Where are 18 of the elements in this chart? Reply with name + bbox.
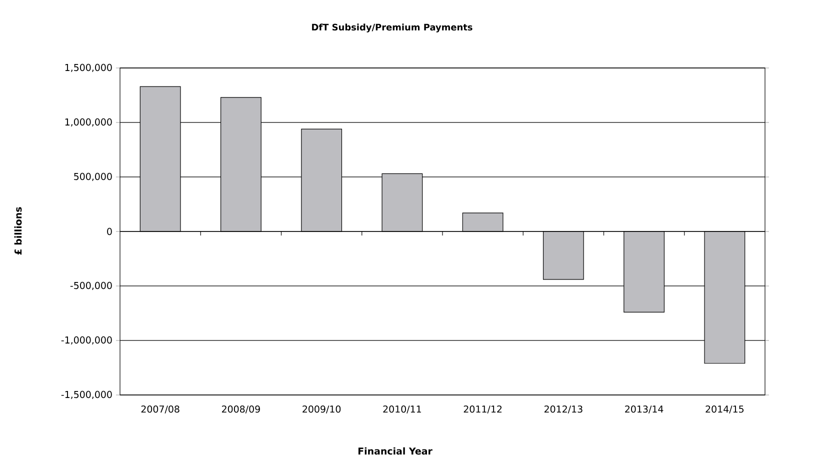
x-axis-title: Financial Year	[358, 447, 432, 455]
x-tick-label: 2010/11	[383, 406, 421, 414]
x-tick-label: 2008/09	[222, 406, 260, 414]
y-tick-label: 0	[107, 228, 112, 236]
x-tick-label: 2012/13	[544, 406, 582, 414]
x-tick-label: 2014/15	[706, 406, 744, 414]
y-tick-label: -1,000,000	[61, 336, 112, 345]
y-axis-title: £ billions	[14, 207, 22, 255]
x-tick-label: 2009/10	[302, 406, 341, 414]
y-tick-label: -500,000	[70, 282, 112, 290]
x-tick-label: 2011/12	[464, 406, 502, 414]
y-tick-label: -1,500,000	[61, 390, 112, 400]
x-tick-label: 2013/14	[625, 406, 664, 414]
chart-title: DfT Subsidy/Premium Payments	[312, 24, 472, 32]
y-tick-label: 500,000	[74, 172, 112, 182]
y-tick-label: 1,500,000	[65, 64, 112, 72]
y-tick-label: 1,000,000	[65, 118, 112, 127]
x-tick-label: 2007/08	[141, 406, 180, 414]
